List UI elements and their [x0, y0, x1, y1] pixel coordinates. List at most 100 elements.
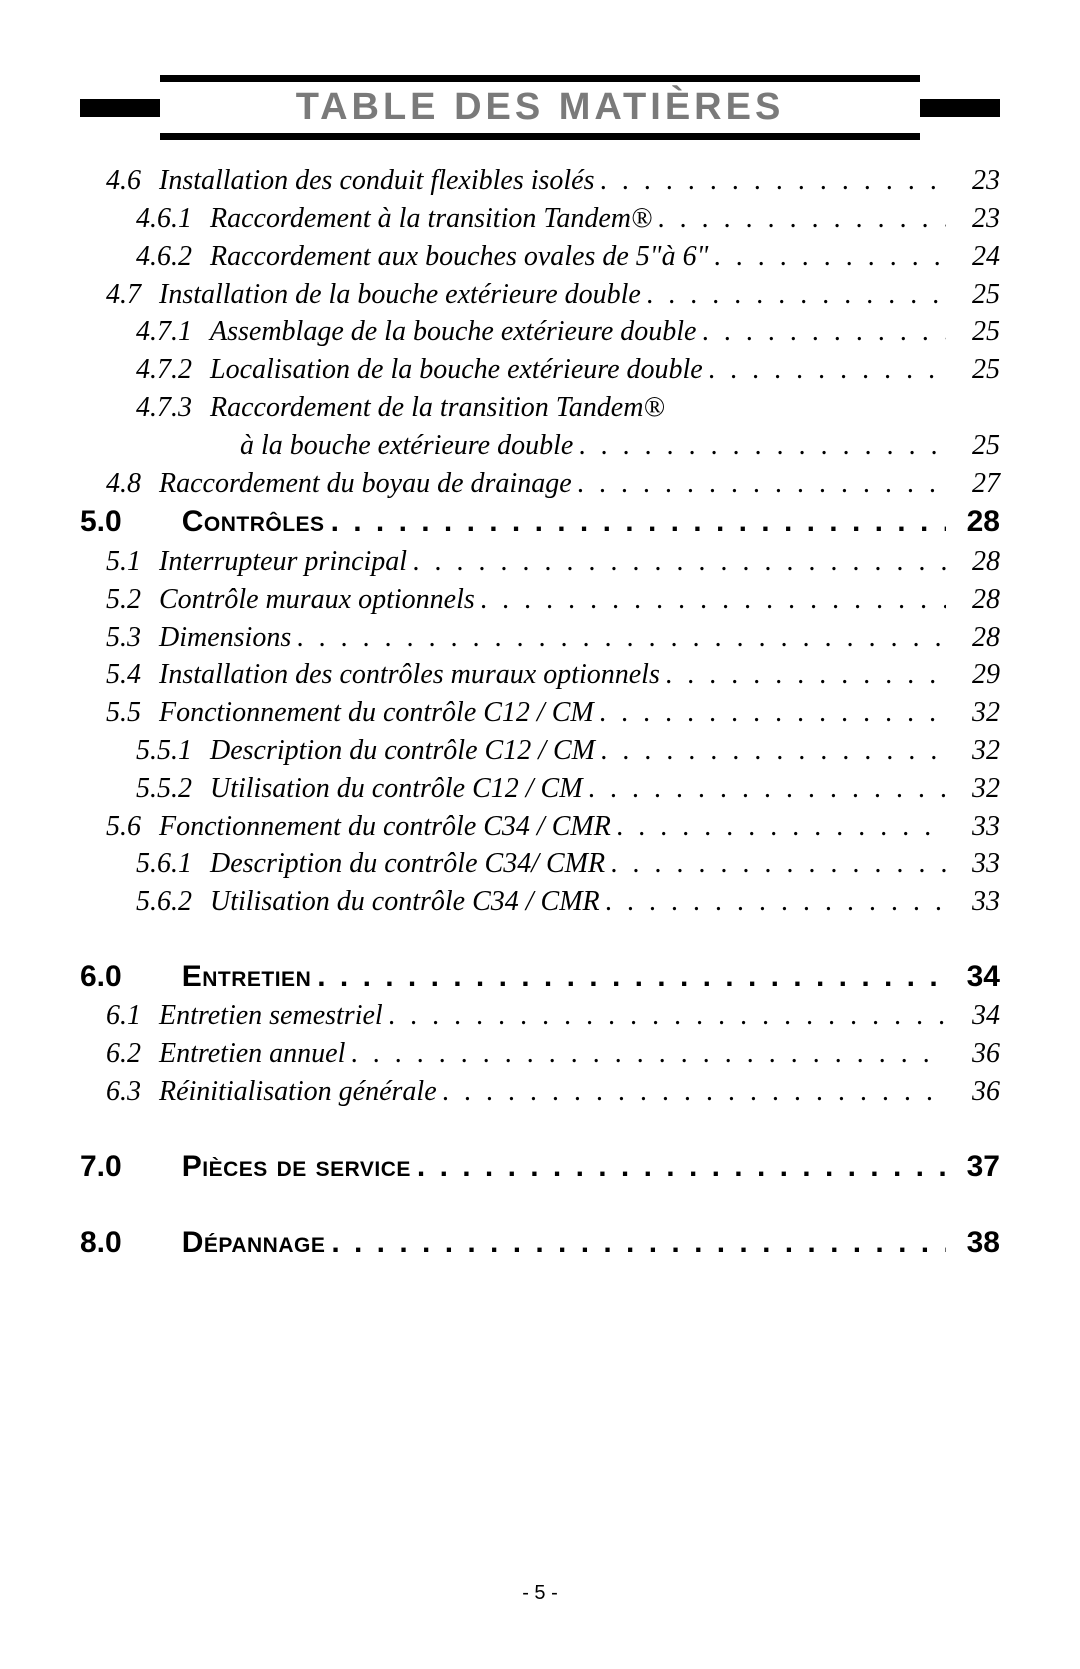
- toc-entry-number: 5.5.1: [136, 732, 210, 770]
- toc-entry-number: 4.7: [106, 276, 159, 314]
- toc-entry-continuation: à la bouche extérieure double25: [240, 427, 1000, 465]
- toc-entry-title: Entretien annuel: [159, 1035, 351, 1073]
- header-bar-left: [80, 99, 160, 117]
- toc-entry-page: 32: [946, 770, 1000, 808]
- toc-entry-title: Installation des conduit flexibles isolé…: [159, 162, 601, 200]
- toc-entry-number: 4.7.2: [136, 351, 210, 389]
- toc-leader: [589, 770, 946, 808]
- toc-entry-page: 23: [946, 200, 1000, 238]
- toc-leader: [331, 1223, 946, 1264]
- toc-leader: [601, 162, 946, 200]
- toc-entry-page: 34: [946, 997, 1000, 1035]
- toc-entry: 5.6Fonctionnement du contrôle C34 / CMR3…: [106, 808, 1000, 846]
- toc-entry: 4.7.3Raccordement de la transition Tande…: [136, 389, 1000, 427]
- toc-entry-number: 5.4: [106, 656, 159, 694]
- toc-entry: 5.3Dimensions28: [106, 619, 1000, 657]
- toc-entry-number: 5.0: [80, 502, 182, 543]
- page-number: - 5 -: [0, 1582, 1080, 1605]
- toc-entry-number: 5.5: [106, 694, 159, 732]
- toc-entry-page: 34: [946, 957, 1000, 998]
- toc-entry-page: 23: [946, 162, 1000, 200]
- toc-leader: [297, 619, 946, 657]
- page: TABLE DES MATIÈRES 4.6Installation des c…: [0, 0, 1080, 1669]
- toc-entry-title: Raccordement du boyau de drainage: [159, 465, 578, 503]
- toc-section: 8.0Dépannage 38: [80, 1223, 1000, 1264]
- toc-entry-page: 28: [946, 543, 1000, 581]
- toc-entry-title: Description du contrôle C34/ CMR: [210, 845, 611, 883]
- toc-entry-number: 5.1: [106, 543, 159, 581]
- header: TABLE DES MATIÈRES: [80, 75, 1000, 140]
- toc-section: 5.0Contrôles28: [80, 502, 1000, 543]
- toc-entry-title: Raccordement aux bouches ovales de 5"à 6…: [210, 238, 714, 276]
- header-bar-right: [920, 99, 1000, 117]
- page-title: TABLE DES MATIÈRES: [160, 75, 920, 140]
- toc-entry-page: 25: [946, 313, 1000, 351]
- toc-entry: 4.7.1Assemblage de la bouche extérieure …: [136, 313, 1000, 351]
- toc-entry-page: 28: [946, 581, 1000, 619]
- toc-entry-number: 6.2: [106, 1035, 159, 1073]
- toc-entry: 4.7.2Localisation de la bouche extérieur…: [136, 351, 1000, 389]
- toc-entry-page: 25: [946, 427, 1000, 465]
- toc-entry-title: Localisation de la bouche extérieure dou…: [210, 351, 709, 389]
- toc-leader: [417, 1147, 946, 1188]
- toc-entry-page: 33: [946, 808, 1000, 846]
- toc-entry-page: 37: [946, 1147, 1000, 1188]
- toc-entry-page: 27: [946, 465, 1000, 503]
- toc-entry-number: 8.0: [80, 1223, 182, 1264]
- toc-entry-title: Dimensions: [159, 619, 297, 657]
- toc-entry: 5.5Fonctionnement du contrôle C12 / CM32: [106, 694, 1000, 732]
- toc-leader: [389, 997, 946, 1035]
- toc-entry-number: 5.6: [106, 808, 159, 846]
- toc-entry-title: Dépannage: [182, 1223, 332, 1264]
- toc-entry-number: 4.6.1: [136, 200, 210, 238]
- toc-entry-title: Utilisation du contrôle C12 / CM: [210, 770, 589, 808]
- toc-entry-number: 5.6.2: [136, 883, 210, 921]
- toc-entry-title: Description du contrôle C12 / CM: [210, 732, 601, 770]
- toc-entry: 6.1Entretien semestriel34: [106, 997, 1000, 1035]
- toc-section: 7.0Pièces de service37: [80, 1147, 1000, 1188]
- toc-leader: [666, 656, 946, 694]
- toc-entry-title: Installation des contrôles muraux option…: [159, 656, 666, 694]
- toc-entry-page: 32: [946, 694, 1000, 732]
- toc-leader: [443, 1073, 946, 1111]
- toc-leader: [351, 1035, 946, 1073]
- toc-leader: [331, 502, 946, 543]
- toc-entry-number: 5.2: [106, 581, 159, 619]
- toc-leader: [317, 957, 946, 998]
- toc-entry: 4.6.2Raccordement aux bouches ovales de …: [136, 238, 1000, 276]
- toc-entry-page: 38: [946, 1223, 1000, 1264]
- toc-entry-page: 33: [946, 883, 1000, 921]
- toc-entry-number: 5.6.1: [136, 845, 210, 883]
- toc-entry-title: Contrôle muraux optionnels: [159, 581, 481, 619]
- toc-gap: [80, 1111, 1000, 1147]
- toc-leader: [658, 200, 946, 238]
- toc-entry-title: Réinitialisation générale: [159, 1073, 443, 1111]
- toc-leader: [709, 351, 946, 389]
- toc-leader: [601, 732, 946, 770]
- toc-entry: 5.4Installation des contrôles muraux opt…: [106, 656, 1000, 694]
- toc-entry: 4.6.1Raccordement à la transition Tandem…: [136, 200, 1000, 238]
- toc-entry: 5.5.2Utilisation du contrôle C12 / CM 32: [136, 770, 1000, 808]
- toc-entry-page: 25: [946, 351, 1000, 389]
- toc-entry-title: Contrôles: [182, 502, 331, 543]
- toc-leader: [606, 883, 946, 921]
- toc-entry: 5.2Contrôle muraux optionnels 28: [106, 581, 1000, 619]
- toc-entry-page: 33: [946, 845, 1000, 883]
- toc-section: 6.0Entretien34: [80, 957, 1000, 998]
- toc-entry-number: 4.8: [106, 465, 159, 503]
- toc-entry: 6.2Entretien annuel 36: [106, 1035, 1000, 1073]
- toc-entry-number: 5.5.2: [136, 770, 210, 808]
- toc-entry-title: Raccordement à la transition Tandem®: [210, 200, 658, 238]
- toc-entry: 4.7Installation de la bouche extérieure …: [106, 276, 1000, 314]
- toc-entry-page: 36: [946, 1035, 1000, 1073]
- table-of-contents: 4.6Installation des conduit flexibles is…: [80, 162, 1000, 1264]
- toc-gap: [80, 1187, 1000, 1223]
- toc-entry-page: 29: [946, 656, 1000, 694]
- toc-entry: 5.5.1Description du contrôle C12 / CM32: [136, 732, 1000, 770]
- toc-entry-number: 4.7.1: [136, 313, 210, 351]
- toc-entry-title: Utilisation du contrôle C34 / CMR: [210, 883, 606, 921]
- toc-entry-title: Raccordement de la transition Tandem®: [210, 389, 671, 427]
- toc-leader: [702, 313, 946, 351]
- toc-entry-page: 28: [946, 619, 1000, 657]
- toc-entry-title: Entretien: [182, 957, 318, 998]
